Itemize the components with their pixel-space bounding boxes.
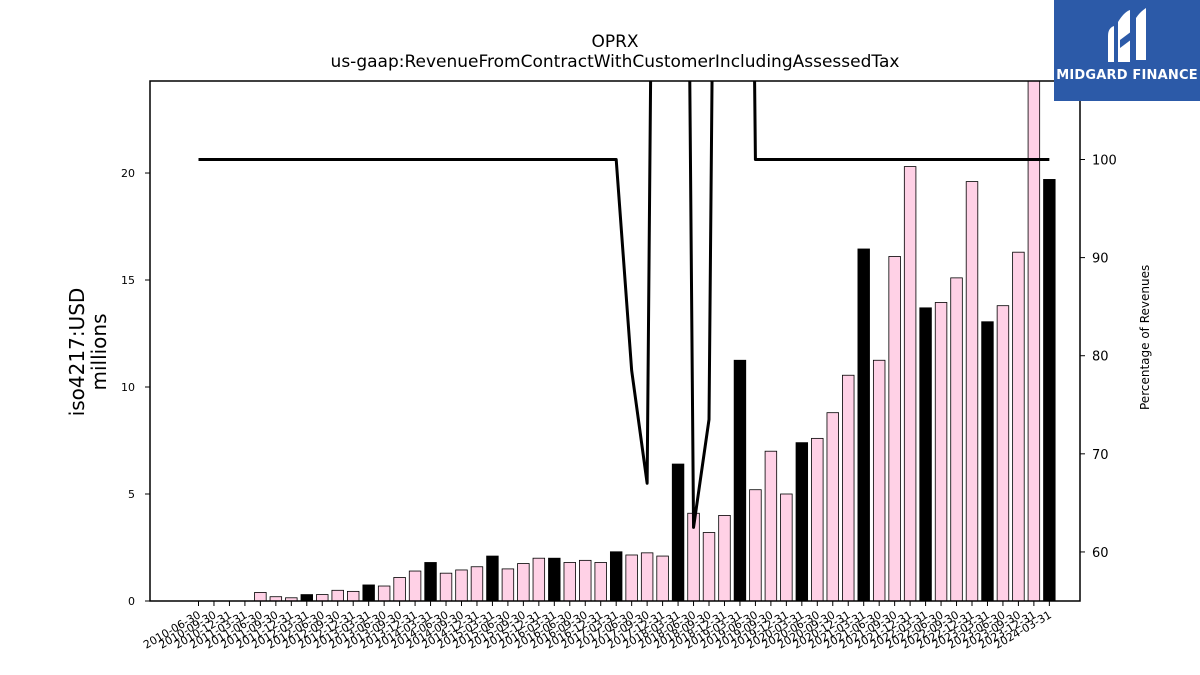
bar (733, 359, 747, 601)
bar (888, 256, 901, 601)
bar (609, 551, 623, 601)
bar (362, 584, 375, 601)
percentage-line (198, 81, 1050, 529)
bar (1043, 179, 1056, 601)
bar (563, 562, 576, 601)
bar (842, 374, 855, 601)
midgard-finance-logo: MIDGARD FINANCE (1054, 0, 1200, 101)
y-axis-left: 0 5 10 15 20 (121, 167, 150, 608)
bar (300, 594, 313, 601)
bar (594, 562, 607, 601)
bar (470, 566, 484, 601)
bar (486, 555, 499, 601)
bar (1012, 251, 1025, 601)
bar (455, 569, 468, 601)
y-tick-label: 5 (128, 488, 135, 501)
bar (965, 181, 979, 601)
bar (671, 463, 685, 601)
logo-text: MIDGARD FINANCE (1056, 68, 1198, 83)
bar (346, 590, 360, 601)
bar (501, 568, 515, 601)
y2-tick-label: 80 (1092, 350, 1109, 365)
bar (811, 437, 824, 601)
bar (579, 559, 592, 601)
bar (702, 532, 716, 601)
y-axis-right: 60 70 80 90 100 (1080, 153, 1117, 561)
bar (640, 552, 654, 601)
bar (981, 321, 994, 601)
bar (532, 557, 546, 601)
bar (718, 515, 731, 601)
y-tick-label: 15 (121, 274, 135, 287)
chart-title: OPRX (591, 32, 639, 52)
plot-frame (149, 80, 1081, 602)
y-axis-label-line2: millions (87, 313, 111, 391)
y-axis-label-line1: iso4217:USD (65, 287, 89, 417)
chart-subtitle: us-gaap:RevenueFromContractWithCustomerI… (330, 52, 900, 72)
midgard-logo-icon (1108, 8, 1146, 62)
y-axis-label: iso4217:USD millions (65, 252, 111, 452)
bar (780, 493, 793, 601)
bar (548, 557, 561, 601)
bar (872, 359, 886, 601)
bar (826, 412, 839, 601)
y2-tick-label: 60 (1092, 546, 1109, 561)
bar (331, 589, 344, 601)
bar (934, 302, 948, 601)
bars-layer (254, 81, 1056, 601)
bar (656, 555, 669, 601)
bar (903, 166, 917, 601)
bar (795, 442, 809, 601)
y-tick-label: 20 (121, 167, 135, 180)
bar (749, 489, 762, 601)
y2-tick-label: 90 (1092, 252, 1109, 267)
y-tick-label: 10 (121, 381, 135, 394)
x-axis: 2010-06-302010-09-302010-12-312011-03-31… (141, 601, 1054, 652)
bar (316, 594, 329, 601)
bar (517, 563, 530, 601)
y2-tick-label: 100 (1092, 153, 1117, 168)
bar (424, 562, 437, 601)
bar (919, 307, 932, 601)
y2-tick-label: 70 (1092, 448, 1109, 463)
bar (393, 577, 406, 601)
y2-axis-label: Percentage of Revenues (1138, 264, 1152, 410)
bar (950, 277, 963, 601)
bar (377, 585, 391, 601)
bar (996, 305, 1010, 601)
bar (254, 592, 267, 601)
bar (625, 554, 638, 601)
line-layer (198, 81, 1050, 529)
y-tick-label: 0 (128, 595, 135, 608)
bar (408, 570, 422, 601)
bar (439, 572, 453, 601)
bar (857, 248, 870, 601)
bar (764, 450, 778, 601)
bar (1027, 81, 1041, 601)
